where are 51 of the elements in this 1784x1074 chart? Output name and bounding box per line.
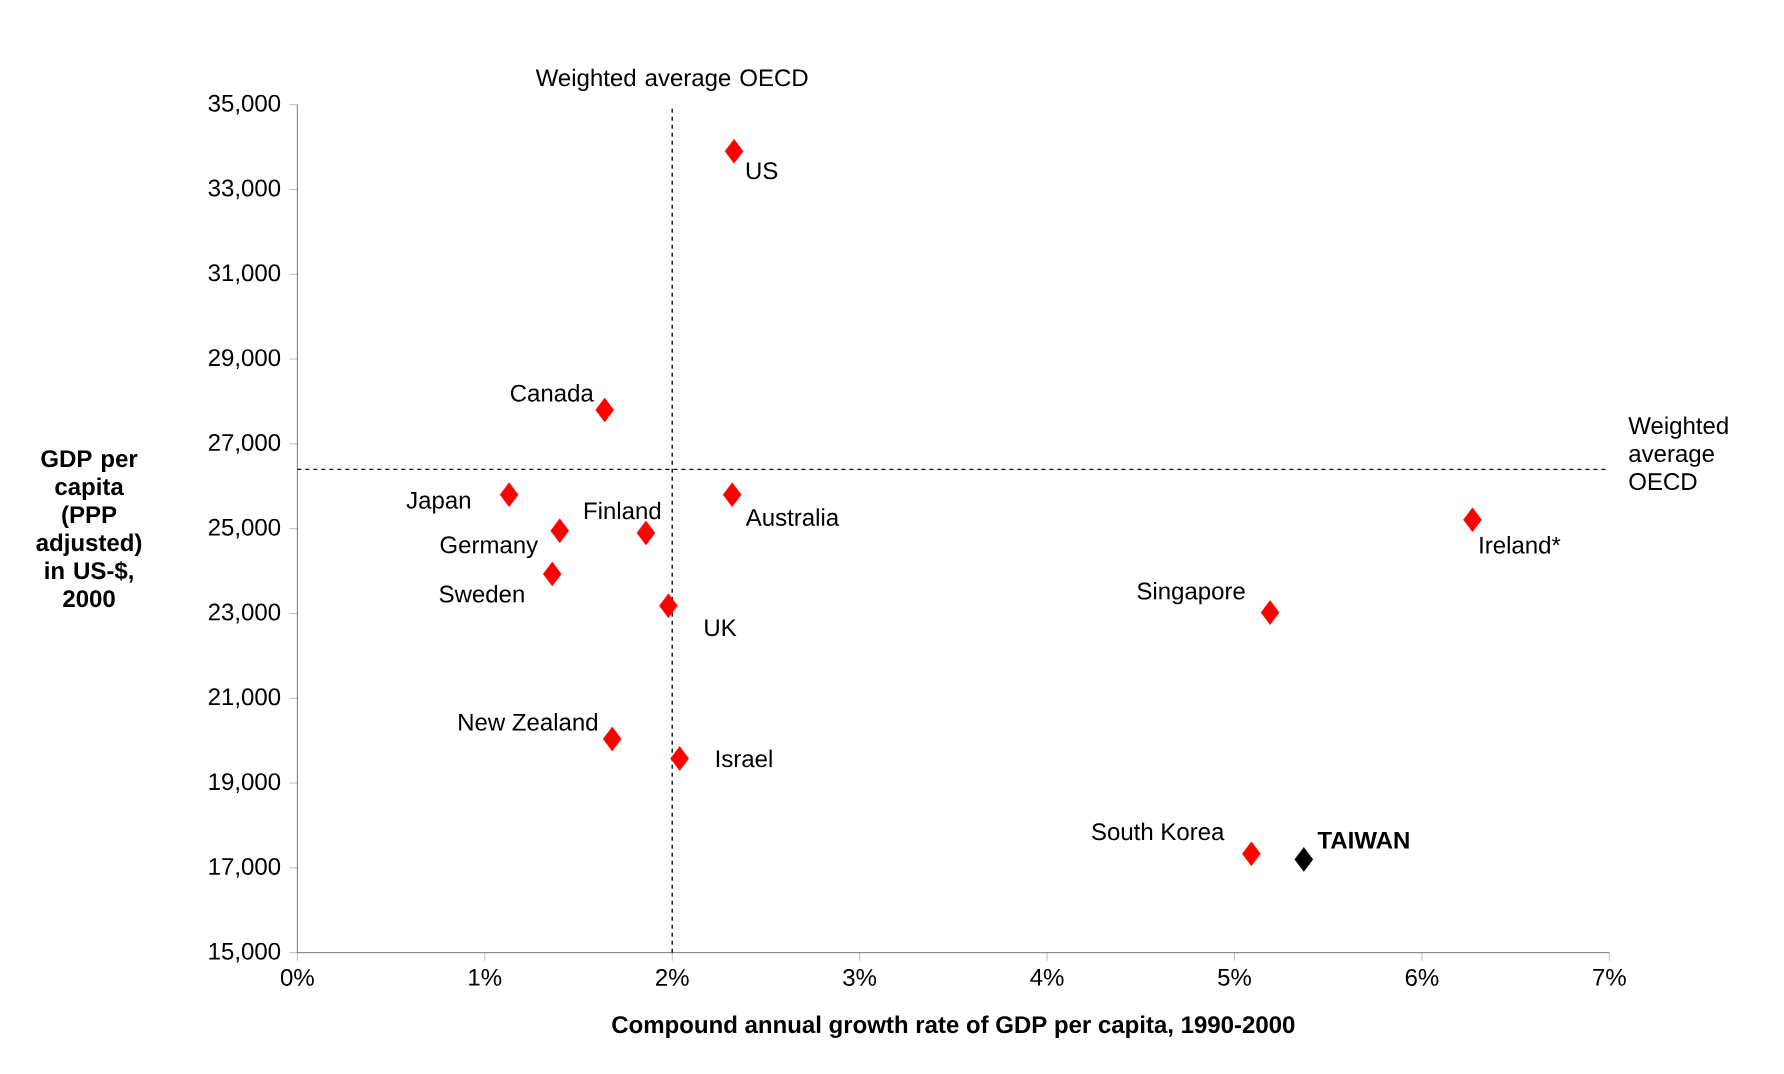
series-label: TAIWAN	[1317, 831, 1409, 849]
y-tick-label: 33,000	[208, 179, 281, 200]
point	[542, 561, 562, 587]
point	[1260, 600, 1280, 625]
point	[550, 518, 569, 544]
point	[1463, 507, 1482, 533]
point	[636, 520, 656, 546]
annotation: Australia	[745, 508, 840, 526]
x-axis-title: Compound annual growth rate of GDP per capita, 1990-2000	[612, 1015, 1295, 1038]
annotation: South Korea	[1092, 822, 1225, 841]
y-tick-label: 19,000	[209, 773, 281, 793]
annotation: Israel	[716, 749, 772, 768]
y-tick-label: 15,000	[209, 942, 281, 963]
point	[659, 593, 678, 619]
point	[722, 482, 742, 508]
point	[1242, 841, 1261, 867]
ref-line-label: Weighted average OECD	[1628, 416, 1728, 491]
x-tick-label: 6%	[1405, 968, 1439, 986]
annotation: Germany	[440, 536, 539, 559]
x-tick-label: 1%	[469, 968, 502, 986]
x-tick-label: 4%	[1030, 968, 1064, 986]
annotation: Japan	[406, 491, 470, 514]
annotation: New Zealand	[459, 713, 598, 731]
point	[670, 746, 689, 771]
y-tick-label: 31,000	[208, 264, 281, 285]
y-tick-label: 23,000	[208, 603, 281, 624]
annotation: Ireland*	[1480, 536, 1561, 554]
x-tick-label: 2%	[656, 968, 689, 986]
point	[724, 139, 744, 164]
point	[602, 726, 622, 752]
x-tick-label: 7%	[1593, 968, 1626, 986]
x-tick-label: 0%	[280, 968, 314, 986]
point	[1294, 847, 1314, 872]
y-tick-label: 25,000	[208, 518, 281, 539]
y-tick-label: 29,000	[208, 349, 281, 369]
y-axis-title: GDP per capita (PPP adjusted) in US-$, 2000	[36, 450, 142, 608]
y-tick-label: 27,000	[208, 433, 281, 454]
x-tick-label: 5%	[1218, 968, 1251, 986]
point	[595, 397, 614, 423]
x-tick-label: 3%	[843, 968, 877, 986]
annotation: US	[746, 162, 778, 180]
y-tick-label: 21,000	[208, 688, 281, 709]
annotation: UK	[705, 619, 737, 637]
annotation: Singapore	[1137, 581, 1245, 605]
annotation: Finland	[584, 501, 661, 520]
point	[499, 482, 519, 508]
annotation: Canada	[510, 384, 594, 402]
ref-line-label: Weighted average OECD	[535, 68, 808, 92]
y-tick-label: 17,000	[209, 857, 281, 878]
annotation: Sweden	[439, 584, 524, 603]
y-tick-label: 35,000	[208, 94, 281, 115]
